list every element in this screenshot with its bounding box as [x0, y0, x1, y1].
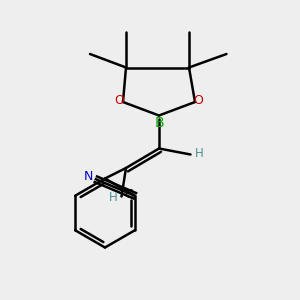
Text: C: C [124, 188, 133, 201]
Text: B: B [154, 116, 164, 130]
Text: H: H [194, 147, 203, 160]
Text: O: O [194, 94, 203, 107]
Text: H: H [109, 191, 118, 204]
Text: N: N [84, 170, 93, 183]
Text: O: O [115, 94, 124, 107]
